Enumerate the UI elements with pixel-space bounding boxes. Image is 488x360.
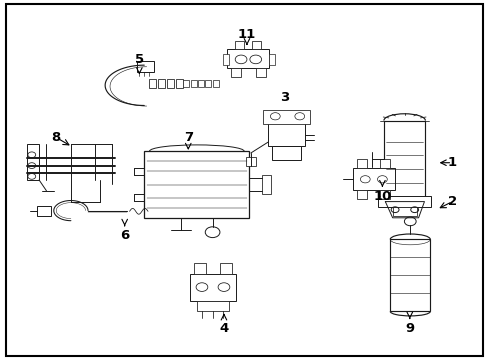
Bar: [245, 157, 255, 166]
Bar: [255, 68, 265, 77]
Bar: [377, 196, 430, 207]
Text: 9: 9: [405, 322, 413, 335]
Bar: [137, 61, 154, 72]
Bar: [352, 168, 394, 190]
Text: 8: 8: [52, 131, 61, 144]
Bar: [193, 263, 205, 274]
Bar: [183, 80, 189, 87]
Bar: [392, 207, 416, 216]
Bar: [231, 68, 241, 77]
Bar: [189, 274, 236, 301]
Text: 2: 2: [447, 195, 456, 208]
Text: 5: 5: [135, 53, 143, 66]
Text: 11: 11: [237, 28, 256, 41]
Bar: [383, 121, 425, 198]
Bar: [263, 110, 309, 124]
Text: 1: 1: [447, 156, 456, 169]
Bar: [27, 144, 39, 180]
Bar: [251, 41, 260, 49]
Bar: [223, 54, 229, 65]
Bar: [197, 301, 228, 311]
Bar: [144, 151, 249, 218]
Text: 3: 3: [280, 91, 288, 104]
Bar: [190, 80, 196, 87]
Text: 6: 6: [120, 229, 129, 242]
Bar: [166, 79, 174, 88]
Bar: [198, 80, 203, 87]
Bar: [268, 54, 274, 65]
Bar: [220, 263, 232, 274]
Bar: [212, 80, 218, 87]
Bar: [261, 175, 271, 194]
Bar: [267, 122, 304, 146]
Bar: [158, 79, 165, 88]
Text: 7: 7: [183, 131, 192, 144]
Text: 10: 10: [372, 190, 391, 203]
Bar: [205, 80, 211, 87]
Bar: [356, 190, 366, 199]
Text: 4: 4: [219, 322, 228, 335]
Bar: [379, 190, 389, 199]
Bar: [356, 159, 366, 168]
Bar: [175, 79, 183, 88]
Bar: [379, 159, 389, 168]
Bar: [234, 41, 243, 49]
Bar: [271, 146, 301, 160]
Bar: [227, 49, 268, 68]
Bar: [37, 206, 51, 216]
Bar: [149, 79, 156, 88]
Bar: [389, 239, 429, 311]
